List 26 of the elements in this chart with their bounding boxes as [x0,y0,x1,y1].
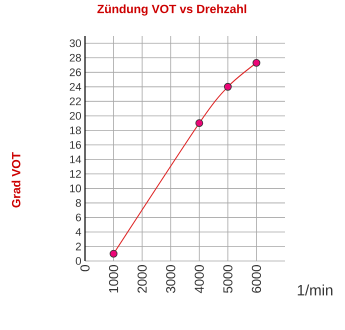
x-tick-label: 5000 [223,265,232,293]
y-tick-label: 26 [70,68,81,76]
chart-title: Zündung VOT vs Drehzahl [97,4,246,16]
x-tick-label: 6000 [252,265,262,293]
x-axis-title: 1/min [298,284,332,296]
y-tick-label: 0 [76,257,82,265]
x-tick-label: 4000 [194,265,204,294]
y-tick-label: 18 [70,126,81,134]
y-tick-label: 14 [70,156,82,164]
y-tick-label: 16 [70,140,81,149]
x-tick-label: 2000 [138,265,147,293]
y-tick-label: 24 [70,82,82,91]
y-tick-label: 12 [70,170,81,178]
y-tick-label: 10 [70,184,82,192]
y-tick-label: 6 [76,214,81,222]
y-tick-label: 2 [76,242,81,250]
x-tick-label: 3000 [166,265,176,293]
x-tick-label: 0 [80,265,90,272]
x-tick-label: 1000 [108,265,118,292]
y-tick-label: 30 [70,39,82,48]
y-tick-label: 28 [70,54,81,62]
y-axis-title: Grad VOT [12,152,20,208]
y-tick-label: 22 [70,97,81,106]
y-tick-label: 20 [70,112,82,120]
y-tick-label: 4 [76,228,82,236]
y-tick-label: 8 [76,199,81,207]
